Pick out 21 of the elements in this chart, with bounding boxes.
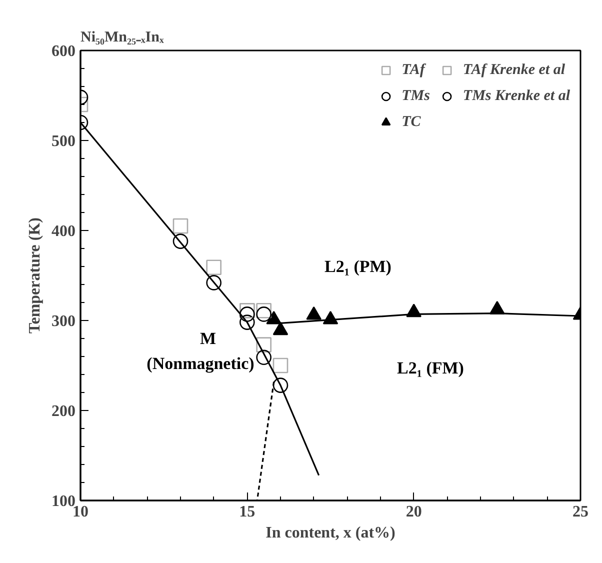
legend-label: TMs Krenke et al xyxy=(462,88,570,104)
legend-label: TMs xyxy=(402,88,430,104)
x-tick-label: 25 xyxy=(572,504,588,520)
legend-label: TAf xyxy=(402,62,425,78)
annotation: (Nonmagnetic) xyxy=(146,354,254,373)
annotation: L2₁ (FM) xyxy=(397,358,464,378)
x-tick-label: 20 xyxy=(406,504,422,520)
legend-label: TC xyxy=(402,114,422,130)
y-tick-label: 600 xyxy=(52,43,76,60)
legend-label: TAf Krenke et al xyxy=(462,62,565,78)
annotation: L2₁ (PM) xyxy=(324,257,392,276)
y-tick-label: 100 xyxy=(52,493,76,510)
y-tick-label: 300 xyxy=(52,313,76,330)
y-tick-label: 400 xyxy=(52,223,76,240)
y-tick-label: 500 xyxy=(52,133,76,150)
x-tick-label: 15 xyxy=(239,504,256,520)
chart-title: Ni₅₀Mn₂₅₋ₓInₓ xyxy=(80,30,164,46)
annotation: M xyxy=(200,329,216,348)
x-axis-title: In content, x (at%) xyxy=(266,524,396,542)
y-tick-label: 200 xyxy=(52,403,76,420)
y-axis-title: Temperature (K) xyxy=(26,218,44,334)
